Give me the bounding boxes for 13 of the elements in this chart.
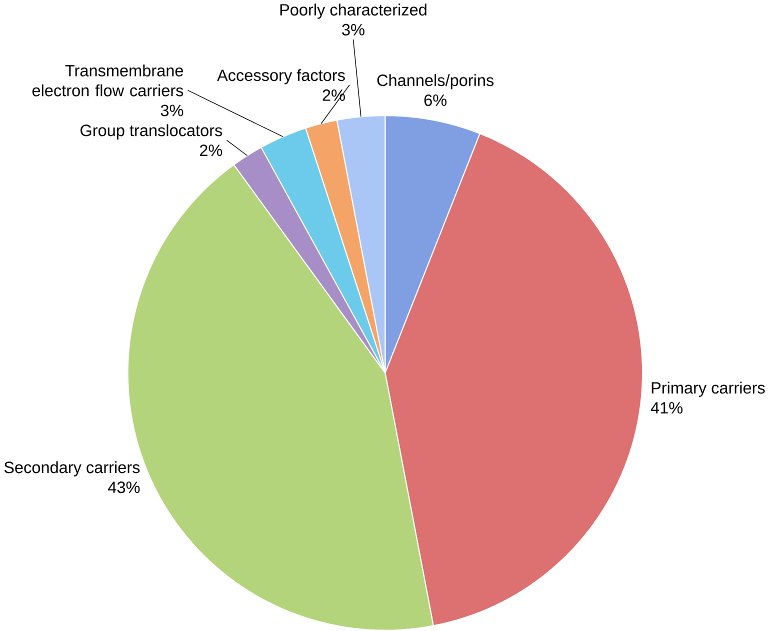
slice-label: Channels/porins (377, 74, 494, 90)
slice-label: Secondary carriers (4, 461, 140, 476)
slice-label: Group translocators (80, 124, 222, 140)
data-label: 2% (200, 144, 222, 156)
slice-label: Transmembrane electron flow carriers (32, 64, 184, 96)
data-label: 41% (650, 402, 683, 414)
data-label: 6% (424, 94, 447, 106)
data-label: 43% (108, 482, 140, 494)
slice-label: Accessory factors (217, 69, 345, 84)
data-label: 3% (160, 104, 184, 116)
slice-label: Poorly characterized (280, 4, 426, 19)
slice-label: Primary carriers (652, 382, 765, 397)
data-label: 3% (342, 24, 364, 36)
